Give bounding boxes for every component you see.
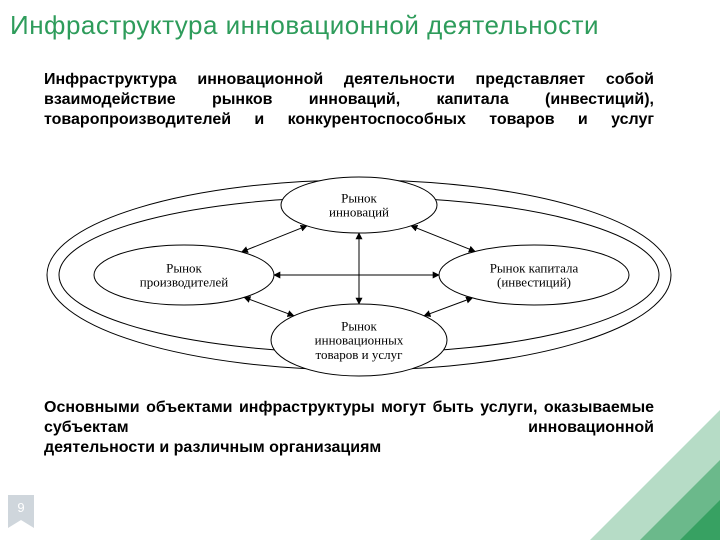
- svg-text:товаров и услуг: товаров и услуг: [316, 347, 403, 362]
- svg-text:Рынок: Рынок: [166, 260, 202, 275]
- page-number-badge: 9: [8, 495, 34, 528]
- svg-text:производителей: производителей: [140, 275, 229, 290]
- slide: Инфраструктура инновационной деятельност…: [0, 0, 720, 540]
- outro-paragraph: Основными объектами инфраструктуры могут…: [44, 398, 654, 458]
- diagram-svg: РынокинновацийРынокпроизводителейРынок к…: [44, 170, 674, 380]
- outro-line-justified: Основными объектами инфраструктуры могут…: [44, 399, 654, 436]
- svg-text:(инвестиций): (инвестиций): [497, 275, 571, 290]
- outro-line-last: деятельности и различным организациям: [44, 438, 654, 458]
- svg-text:9: 9: [17, 500, 24, 515]
- intro-paragraph: Инфраструктура инновационной деятельност…: [44, 70, 654, 130]
- svg-text:Рынок: Рынок: [341, 318, 377, 333]
- svg-text:инноваций: инноваций: [329, 205, 389, 220]
- slide-title: Инфраструктура инновационной деятельност…: [10, 10, 710, 41]
- svg-text:инновационных: инновационных: [315, 333, 404, 348]
- svg-text:Рынок капитала: Рынок капитала: [490, 260, 579, 275]
- svg-text:Рынок: Рынок: [341, 190, 377, 205]
- market-diagram: РынокинновацийРынокпроизводителейРынок к…: [44, 170, 674, 380]
